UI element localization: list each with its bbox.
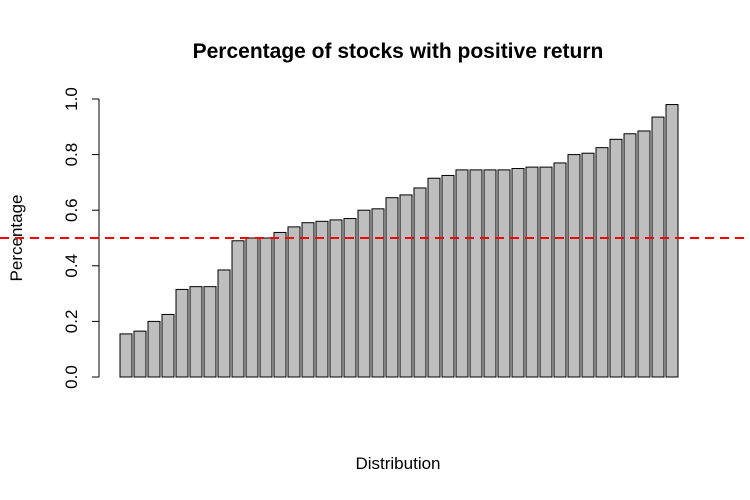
bar bbox=[483, 169, 497, 378]
y-tick-label: 1.0 bbox=[62, 87, 81, 111]
bar bbox=[623, 133, 637, 378]
bar bbox=[273, 231, 287, 378]
bar bbox=[301, 222, 315, 378]
bar bbox=[385, 197, 399, 378]
bar bbox=[245, 237, 259, 378]
bar bbox=[189, 286, 203, 378]
y-tick-label: 0.0 bbox=[62, 365, 81, 389]
bar bbox=[203, 286, 217, 378]
bar bbox=[217, 269, 231, 378]
chart-title: Percentage of stocks with positive retur… bbox=[193, 40, 604, 63]
y-tick-label: 0.2 bbox=[62, 310, 81, 334]
bar bbox=[287, 226, 301, 378]
bar bbox=[133, 330, 147, 378]
bar bbox=[259, 237, 273, 378]
bar bbox=[637, 130, 651, 378]
bar bbox=[147, 320, 161, 378]
bar bbox=[427, 177, 441, 378]
x-axis-label: Distribution bbox=[355, 454, 440, 473]
bars bbox=[119, 104, 679, 378]
bar bbox=[119, 333, 133, 378]
bar bbox=[343, 218, 357, 378]
y-tick-label: 0.8 bbox=[62, 143, 81, 167]
bar bbox=[175, 288, 189, 378]
bar bbox=[553, 162, 567, 378]
bar bbox=[329, 219, 343, 378]
bar bbox=[525, 166, 539, 378]
bar bbox=[609, 138, 623, 378]
bar bbox=[399, 194, 413, 378]
bar bbox=[539, 166, 553, 378]
bar bbox=[665, 104, 679, 378]
bar bbox=[469, 169, 483, 378]
bar bbox=[511, 168, 525, 378]
bar bbox=[441, 174, 455, 378]
bar bbox=[567, 154, 581, 378]
bar bbox=[455, 169, 469, 378]
bar bbox=[357, 209, 371, 378]
bar bbox=[231, 240, 245, 378]
bar bbox=[497, 169, 511, 378]
bar bbox=[371, 208, 385, 378]
bar bbox=[413, 187, 427, 378]
bar bbox=[651, 116, 665, 378]
y-tick-label: 0.6 bbox=[62, 198, 81, 222]
bar bbox=[595, 147, 609, 378]
y-tick-label: 0.4 bbox=[62, 254, 81, 278]
bar bbox=[161, 313, 175, 378]
bar bbox=[315, 220, 329, 378]
bar bbox=[581, 152, 595, 378]
